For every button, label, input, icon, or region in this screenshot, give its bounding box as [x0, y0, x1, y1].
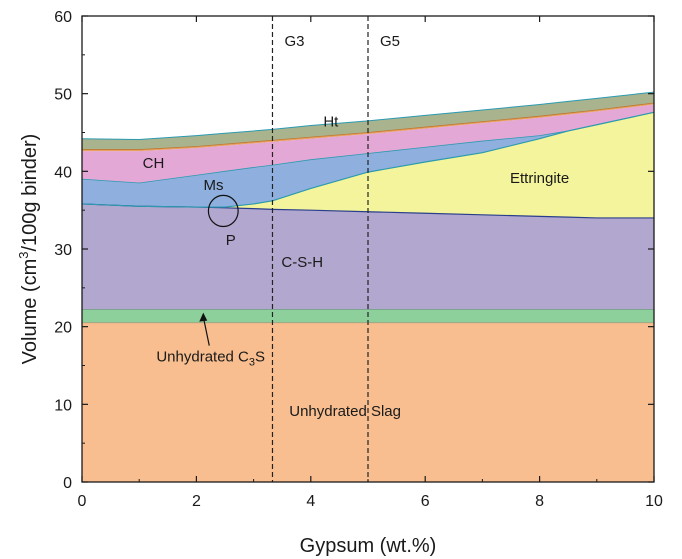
x-tick-label: 4: [306, 493, 315, 510]
c3s-arrow-shaft: [202, 316, 210, 346]
annotations: Ht CH Ms Ettringite P C-S-H Unhydrated Slag Unh…: [143, 113, 570, 420]
vline-label-g5: G5: [380, 33, 400, 50]
x-axis-title: Gypsum (wt.%): [300, 535, 437, 557]
ms-boundary-line: [81, 111, 655, 184]
annotation-unhydrated-slag: Unhydrated Slag: [289, 403, 401, 420]
annotation-p: P: [226, 232, 236, 249]
area-ch: [82, 104, 654, 183]
ht-boundary-line: [82, 102, 655, 150]
y-axis-title: Volume (cm3/100g binder): [16, 134, 41, 365]
x-tick-label: 8: [535, 493, 544, 510]
vline-label-g3: G3: [284, 33, 304, 50]
annotation-ch: CH: [143, 155, 165, 172]
y-tick-label: 50: [54, 87, 72, 104]
y-tick-label: 10: [54, 397, 72, 414]
ettringite-boundary-line: [81, 111, 655, 208]
area-ms: [82, 112, 654, 208]
y-tick-label: 0: [63, 475, 72, 492]
ellipse-marker: [207, 194, 239, 228]
annotation-c-s-h: C-S-H: [281, 254, 323, 271]
axes: 0 2 4 6 8 10 0 10 20 30 40 50 60 Gypsum (wt.%) Volume …: [16, 9, 663, 557]
c3s-arrow-head: [199, 312, 208, 322]
reference-lines: G3 G5: [271, 16, 400, 482]
y-tick-label: 30: [54, 242, 72, 259]
top-boundary-line: [81, 91, 655, 140]
annotation-ettringite: Ettringite: [510, 170, 569, 187]
annotation-ms: Ms: [204, 177, 224, 194]
y-tick-label: 60: [54, 9, 72, 26]
annotation-ht: Ht: [323, 113, 339, 130]
annotation-unhydrated-c3s: Unhydrated C3S: [156, 349, 265, 369]
boundary-lines: [81, 91, 655, 324]
y-tick-label: 20: [54, 320, 72, 337]
x-tick-label: 6: [421, 493, 430, 510]
x-tick-label: 10: [645, 493, 663, 510]
stacked-areas: [82, 92, 654, 482]
area-ettringite: [82, 112, 654, 218]
y-tick-label: 40: [54, 164, 72, 181]
x-tick-label: 0: [78, 493, 87, 510]
x-tick-label: 2: [192, 493, 201, 510]
